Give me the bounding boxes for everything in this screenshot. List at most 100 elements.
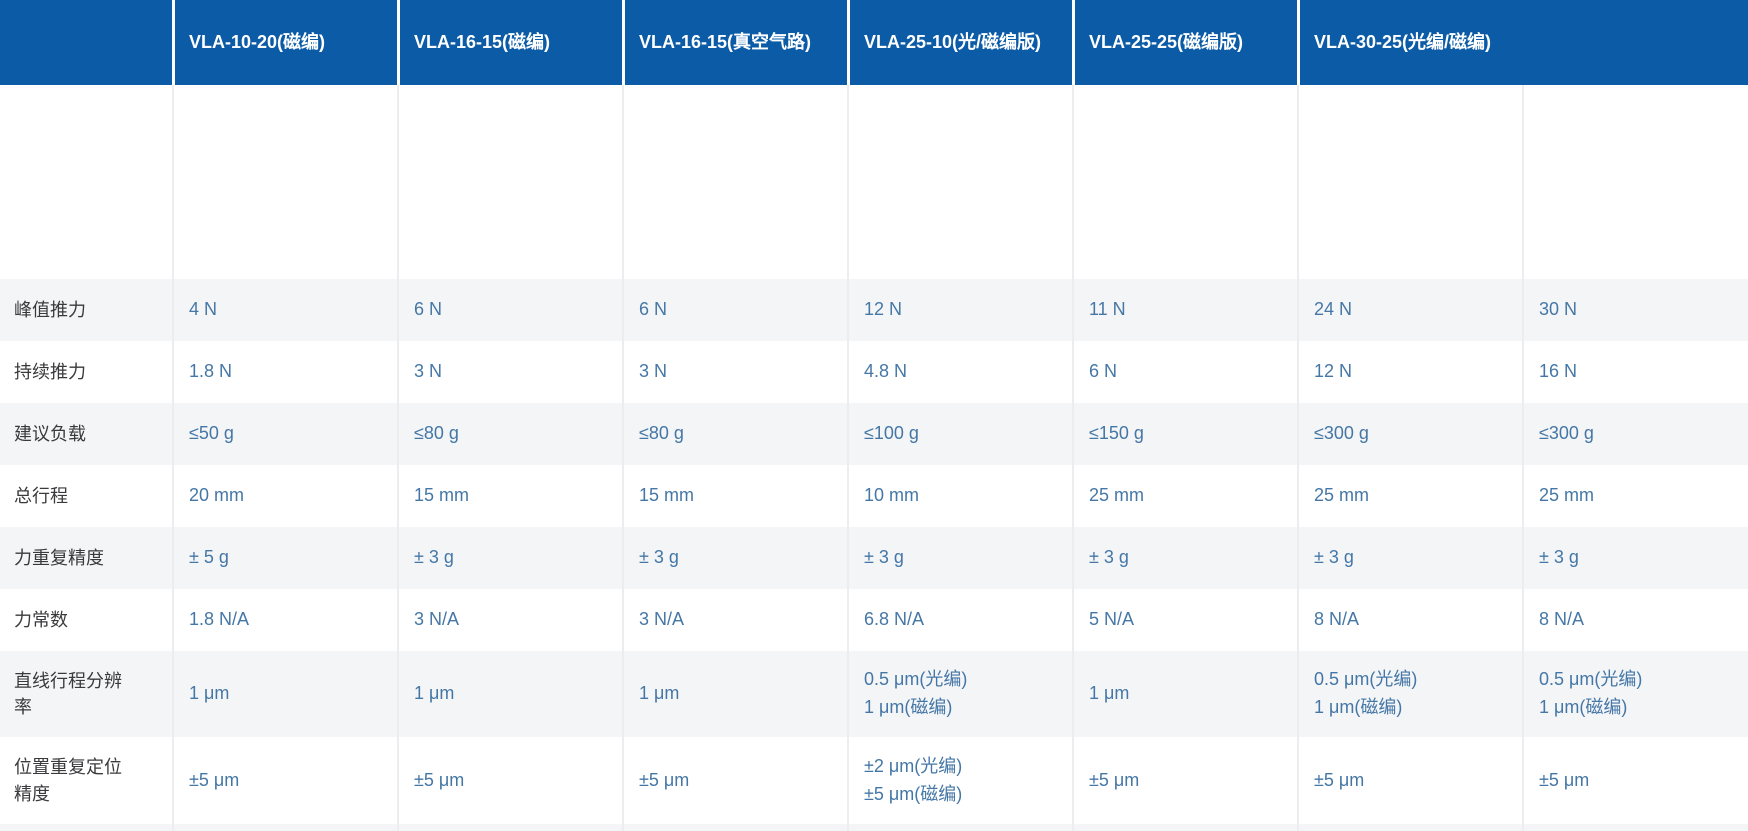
row-label: 位置重复定位精度 [0,737,172,824]
product-image-cell [622,85,847,279]
spec-value-cell: 16 N [1522,341,1748,403]
spec-value-cell: 1 μm [172,651,397,737]
spec-value-cell: 1 μm [397,651,622,737]
spec-row: 建议负载 ≤50 g ≤80 g ≤80 g ≤100 g ≤150 g ≤300 g ≤30… [0,403,1748,465]
product-image-cell [172,85,397,279]
spec-value-cell: ±5 μm [1297,737,1522,824]
spec-value-cell: 30 N [1522,279,1748,341]
row-label: 力重复精度 [0,527,172,589]
spec-value-cell: 12 N [847,279,1072,341]
row-label: 峰值推力 [0,279,172,341]
spec-row: 力重复精度 ± 5 g ± 3 g ± 3 g ± 3 g ± 3 g ± 3 g ± 3 g [0,527,1748,589]
spec-value-cell: 0.5 μm(光编) 1 μm(磁编) [847,651,1072,737]
column-header: VLA-16-15(真空气路) [622,0,847,85]
clipped-row-cell [1297,824,1522,831]
spec-value-cell: ±5 μm [1522,737,1748,824]
spec-value-cell: 0.5 μm(光编) 1 μm(磁编) [1297,651,1522,737]
spec-value-cell: 6.8 N/A [847,589,1072,651]
product-image-cell [1522,85,1748,279]
spec-value-cell: 6 N [397,279,622,341]
spec-value-cell: 12 N [1297,341,1522,403]
spec-value-cell: ± 3 g [1522,527,1748,589]
table-header: VLA-10-20(磁编) VLA-16-15(磁编) VLA-16-15(真空气路… [0,0,1748,85]
spec-value-cell: ±5 μm [1072,737,1297,824]
clipped-row-cell [847,824,1072,831]
spec-value-cell: 25 mm [1297,465,1522,527]
product-image-row [0,85,1748,279]
corner-header-cell [0,0,172,85]
spec-value-cell: ± 3 g [1297,527,1522,589]
clipped-bottom-row [0,824,1748,831]
spec-value-cell: 1.8 N/A [172,589,397,651]
spec-value-cell: 1 μm [622,651,847,737]
column-header: VLA-25-25(磁编版) [1072,0,1297,85]
spec-value-cell: ±5 μm [397,737,622,824]
clipped-row-cell [1072,824,1297,831]
header-row: VLA-10-20(磁编) VLA-16-15(磁编) VLA-16-15(真空气路… [0,0,1748,85]
spec-value-cell: ≤300 g [1297,403,1522,465]
spec-value-cell: ≤300 g [1522,403,1748,465]
spec-value-cell: 1.8 N [172,341,397,403]
spec-row: 总行程 20 mm 15 mm 15 mm 10 mm 25 mm 25 mm 25 mm [0,465,1748,527]
spec-value-cell: 6 N [622,279,847,341]
spec-value-cell: 1 μm [1072,651,1297,737]
spec-value-cell: ± 5 g [172,527,397,589]
spec-value-cell: 25 mm [1072,465,1297,527]
product-image-cell [397,85,622,279]
column-header: VLA-16-15(磁编) [397,0,622,85]
image-row-blank-cell [0,85,172,279]
clipped-row-cell [0,824,172,831]
spec-value-cell: 6 N [1072,341,1297,403]
clipped-row-cell [172,824,397,831]
spec-value-cell: 25 mm [1522,465,1748,527]
spec-value-cell: 0.5 μm(光编) 1 μm(磁编) [1522,651,1748,737]
product-image-cell [847,85,1072,279]
spec-row: 力常数 1.8 N/A 3 N/A 3 N/A 6.8 N/A 5 N/A 8 N/A 8 N… [0,589,1748,651]
spec-value-cell: 4.8 N [847,341,1072,403]
spec-value-cell: ≤50 g [172,403,397,465]
spec-value-cell: 10 mm [847,465,1072,527]
spec-value-cell: ± 3 g [1072,527,1297,589]
spec-row: 位置重复定位精度 ±5 μm ±5 μm ±5 μm ±2 μm(光编) ±5 μm(磁… [0,737,1748,824]
spec-value-cell: 8 N/A [1522,589,1748,651]
column-header: VLA-10-20(磁编) [172,0,397,85]
spec-value-cell: 5 N/A [1072,589,1297,651]
row-label: 力常数 [0,589,172,651]
spec-value-cell: 11 N [1072,279,1297,341]
spec-value-cell: 3 N/A [397,589,622,651]
spec-value-cell: ±2 μm(光编) ±5 μm(磁编) [847,737,1072,824]
clipped-row-cell [397,824,622,831]
spec-value-cell: ±5 μm [172,737,397,824]
spec-value-cell: ± 3 g [622,527,847,589]
row-label: 持续推力 [0,341,172,403]
column-header: VLA-30-25(光编/磁编) [1297,0,1748,85]
clipped-row-cell [1522,824,1748,831]
spec-value-cell: ≤80 g [622,403,847,465]
product-image-cell [1072,85,1297,279]
spec-row: 直线行程分辨率 1 μm 1 μm 1 μm 0.5 μm(光编) 1 μm(磁编) 1 … [0,651,1748,737]
column-header: VLA-25-10(光/磁编版) [847,0,1072,85]
spec-value-cell: 8 N/A [1297,589,1522,651]
spec-value-cell: 15 mm [397,465,622,527]
spec-value-cell: ±5 μm [622,737,847,824]
spec-value-cell: ± 3 g [847,527,1072,589]
row-label: 总行程 [0,465,172,527]
spec-value-cell: 3 N [397,341,622,403]
spec-value-cell: ± 3 g [397,527,622,589]
spec-value-cell: 3 N [622,341,847,403]
spec-value-cell: 3 N/A [622,589,847,651]
spec-value-cell: 15 mm [622,465,847,527]
spec-value-cell: ≤80 g [397,403,622,465]
row-label: 建议负载 [0,403,172,465]
spec-value-cell: 20 mm [172,465,397,527]
row-label: 直线行程分辨率 [0,651,172,737]
spec-value-cell: 4 N [172,279,397,341]
spec-value-cell: 24 N [1297,279,1522,341]
spec-value-cell: ≤150 g [1072,403,1297,465]
product-image-cell [1297,85,1522,279]
clipped-row-cell [622,824,847,831]
